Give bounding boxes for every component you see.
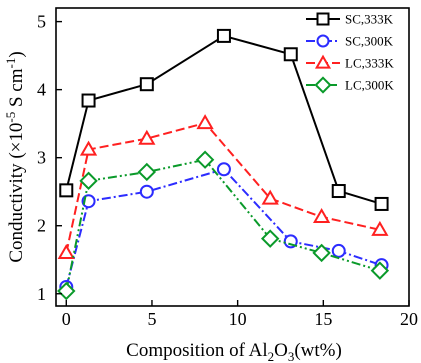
data-point <box>139 77 154 92</box>
y-tick-label: 2 <box>37 216 46 236</box>
series-line <box>65 34 382 205</box>
data-point <box>57 244 75 260</box>
data-point <box>137 162 157 182</box>
data-point <box>139 184 154 199</box>
x-axis-title-part: Composition of Al <box>126 340 267 361</box>
x-tick-label: 15 <box>314 309 332 329</box>
series-0 <box>59 28 389 211</box>
x-axis-title-part: (wt%) <box>294 340 341 361</box>
y-axis-title-part: Conductivity (×10 <box>6 123 27 263</box>
data-point <box>371 220 389 236</box>
series-2 <box>57 114 389 260</box>
plot-area <box>57 28 390 301</box>
data-point <box>195 150 215 169</box>
data-point <box>260 229 280 248</box>
data-point <box>374 196 389 211</box>
series-3 <box>57 150 390 301</box>
data-point <box>216 28 231 43</box>
x-axis-title-sub: 3 <box>288 349 295 363</box>
data-point <box>283 47 298 62</box>
legend-item: LC,300K <box>306 76 394 94</box>
data-point <box>331 184 346 199</box>
series-line <box>65 158 381 292</box>
legend-label: LC,333K <box>345 56 394 71</box>
data-point <box>79 171 98 191</box>
legend-marker <box>314 54 332 69</box>
legend-item: SC,300K <box>306 34 394 49</box>
legend-label: SC,300K <box>345 34 394 49</box>
data-point <box>57 281 76 301</box>
data-point <box>261 189 279 205</box>
legend-label: SC,333K <box>345 12 394 27</box>
legend: SC,333K SC,300K LC,333K LC,300K <box>306 12 394 94</box>
y-tick-label: 5 <box>37 12 46 32</box>
y-axis-title: Conductivity (×10-5 S cm-1) <box>3 51 27 262</box>
legend-item: SC,333K <box>306 12 394 27</box>
data-point <box>370 261 390 280</box>
y-axis-title-sup: -5 <box>3 112 18 123</box>
axes: 0 5 10 15 20 1 2 3 4 5 <box>37 7 418 329</box>
data-point <box>79 140 98 156</box>
y-axis-title-sup: -1 <box>3 58 18 69</box>
data-point <box>138 129 156 145</box>
x-axis-title: Composition of Al2O3(wt%) <box>126 340 342 363</box>
y-tick-label: 1 <box>37 284 46 304</box>
y-tick-label: 3 <box>37 148 46 168</box>
data-point <box>81 93 96 108</box>
plot-frame <box>55 7 410 307</box>
x-tick-label: 10 <box>229 309 247 329</box>
x-axis-title-part: O <box>274 340 288 361</box>
legend-label: LC,300K <box>345 78 394 93</box>
x-axis-title-sub: 2 <box>268 349 275 363</box>
data-point <box>216 162 231 177</box>
data-point <box>59 183 74 198</box>
x-tick-label: 0 <box>62 309 71 329</box>
legend-marker <box>316 12 330 26</box>
y-tick-label: 4 <box>37 80 46 100</box>
x-tick-label: 5 <box>147 309 156 329</box>
legend-item: LC,333K <box>306 54 394 71</box>
data-point <box>331 243 346 258</box>
data-point <box>312 207 331 223</box>
data-point <box>196 114 214 130</box>
y-axis-title-part: ) <box>6 51 27 57</box>
legend-marker <box>316 34 330 48</box>
legend-marker <box>314 76 332 94</box>
x-tick-label: 20 <box>400 309 418 329</box>
y-axis-title-part: S cm <box>6 68 27 112</box>
data-point <box>312 243 331 263</box>
